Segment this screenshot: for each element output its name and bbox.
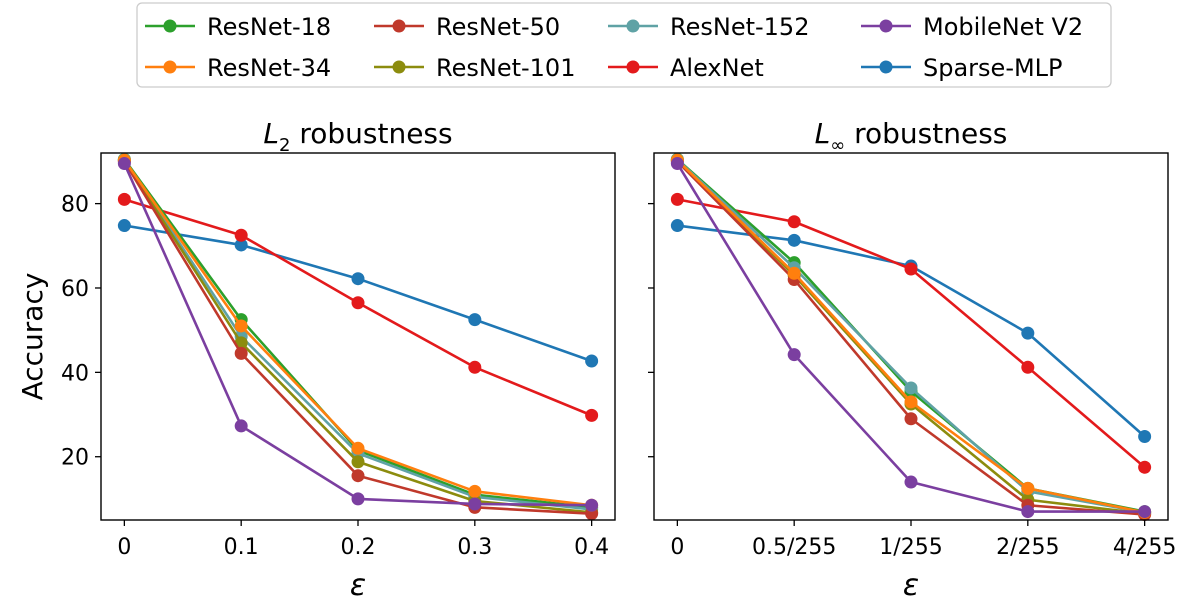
data-point-alexnet [351,296,365,310]
y-tick-label: 40 [61,361,89,386]
data-point-alexnet [585,408,599,422]
data-point-resnet-101 [351,455,365,469]
data-point-mobilenet-v2 [351,492,365,506]
data-point-alexnet [1021,360,1035,374]
panel-title: L∞ robustness [815,117,1008,156]
data-point-sparse-mlp [117,219,131,233]
x-tick-label: 0.1 [224,535,259,560]
x-axis-label: ε [903,568,919,603]
x-tick-label: 0 [670,535,684,560]
l2-robustness-panel: 0 0.1 0.2 0.3 0.4 20 40 60 80 L2 robustness ε Accur… [16,117,616,603]
data-point-sparse-mlp [1138,429,1152,443]
data-point-mobilenet-v2 [585,498,599,512]
data-point-mobilenet-v2 [787,348,801,362]
data-point-sparse-mlp [234,238,248,252]
data-point-resnet-34 [904,395,918,409]
data-point-alexnet [1138,460,1152,474]
x-tick-label: 0 [117,535,131,560]
data-point-alexnet [787,215,801,229]
series-line-sparse-mlp [124,224,593,363]
legend-label-resnet-101: ResNet-101 [436,54,575,82]
linf-robustness-panel: 0 0.5/255 1/255 2/255 4/255 L∞ robustness ε [648,117,1176,603]
legend-label-resnet-50: ResNet-50 [436,13,560,41]
data-point-sparse-mlp [351,272,365,286]
legend-marker-sparse-mlp [879,60,893,74]
data-point-sparse-mlp [585,354,599,368]
data-point-resnet-34 [234,319,248,333]
x-tick-label: 0.3 [457,535,492,560]
legend-label-mobilenet-v2: MobileNet V2 [923,13,1083,41]
data-point-mobilenet-v2 [904,475,918,489]
data-point-mobilenet-v2 [670,157,684,171]
data-point-resnet-50 [351,469,365,483]
series-line-resnet-50 [676,160,1145,516]
data-point-alexnet [234,228,248,242]
series-group [117,152,599,521]
x-tick-label: 4/255 [1113,535,1176,560]
data-point-alexnet [670,192,684,206]
legend-marker-resnet-18 [163,19,177,33]
data-point-mobilenet-v2 [117,157,131,171]
legend-marker-resnet-34 [163,60,177,74]
data-point-sparse-mlp [468,313,482,327]
legend-marker-resnet-101 [392,60,406,74]
series-line-alexnet [677,198,1146,469]
x-tick-label: 0.4 [574,535,609,560]
data-point-resnet-34 [1021,481,1035,495]
y-tick-label: 60 [61,277,89,302]
legend-marker-resnet-50 [392,19,406,33]
data-point-sparse-mlp [787,233,801,247]
data-point-resnet-34 [351,441,365,455]
x-tick-label: 1/255 [879,535,942,560]
x-tick-label: 0.5/255 [752,535,836,560]
x-tick-label: 2/255 [996,535,1059,560]
y-axis-label: Accuracy [16,273,49,401]
legend-label-sparse-mlp: Sparse-MLP [923,54,1063,82]
panel-title: L2 robustness [263,117,452,156]
data-point-alexnet [117,192,131,206]
data-point-resnet-50 [904,412,918,426]
legend: ResNet-18 ResNet-50 ResNet-152 MobileNet V2… [136,2,1112,88]
data-point-mobilenet-v2 [1138,505,1152,519]
legend-label-alexnet: AlexNet [670,54,764,82]
legend-label-resnet-152: ResNet-152 [670,13,809,41]
legend-marker-mobilenet-v2 [879,19,893,33]
legend-label-resnet-34: ResNet-34 [207,54,331,82]
x-tick-label: 0.2 [341,535,376,560]
data-point-alexnet [904,262,918,276]
data-point-resnet-34 [787,266,801,280]
data-point-sparse-mlp [1021,326,1035,340]
data-point-sparse-mlp [670,219,684,233]
data-point-mobilenet-v2 [234,419,248,433]
data-point-resnet-50 [234,346,248,360]
series-group [670,152,1152,522]
legend-label-resnet-18: ResNet-18 [207,13,331,41]
data-point-resnet-152 [904,381,918,395]
series-line-mobilenet-v2 [676,162,1145,513]
y-tick-label: 80 [61,193,89,218]
legend-marker-resnet-152 [626,19,640,33]
legend-marker-alexnet [626,60,640,74]
x-axis-label: ε [350,568,366,603]
y-tick-label: 20 [61,446,89,471]
data-point-mobilenet-v2 [1021,505,1035,519]
data-point-alexnet [468,360,482,374]
data-point-resnet-34 [468,484,482,498]
data-point-mobilenet-v2 [468,497,482,511]
